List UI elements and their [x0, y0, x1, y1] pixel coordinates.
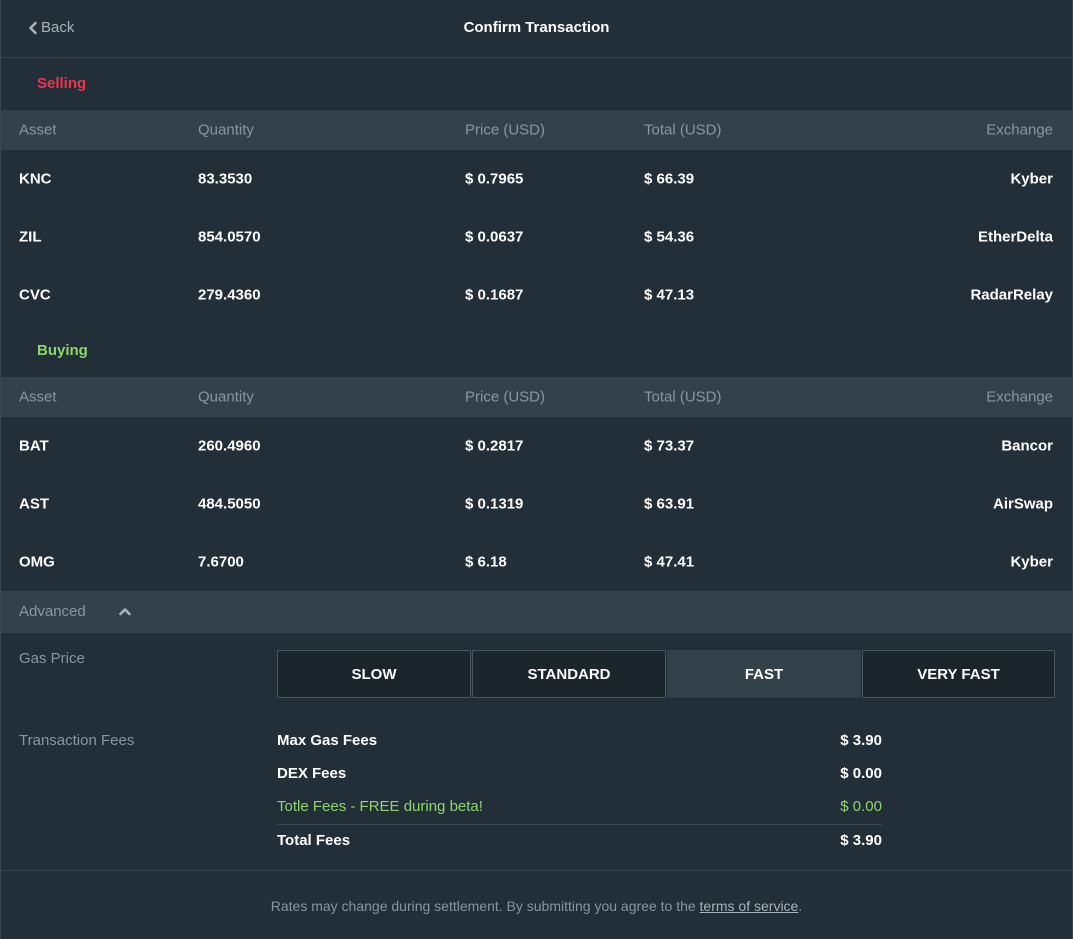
fee-label: Totle Fees - FREE during beta!	[277, 798, 483, 815]
price-cell: $ 0.1319	[465, 495, 524, 513]
fee-label: Total Fees	[277, 832, 351, 849]
asset-cell: AST	[19, 495, 49, 513]
advanced-label[interactable]: Advanced	[19, 603, 86, 620]
column-header-exchange: Exchange	[986, 388, 1053, 406]
chevron-left-icon	[29, 21, 37, 34]
fee-value: $ 3.90	[840, 832, 882, 849]
fee-value: $ 0.00	[840, 798, 882, 815]
fee-row-totle: Totle Fees - FREE during beta! $ 0.00	[277, 796, 882, 818]
terms-of-service-link[interactable]: terms of service	[699, 898, 799, 914]
transaction-fees-label: Transaction Fees	[19, 732, 135, 749]
back-button[interactable]: Back	[27, 19, 74, 36]
gas-price-selector: SLOW STANDARD FAST VERY FAST	[277, 650, 1055, 698]
total-cell: $ 66.39	[644, 170, 695, 188]
exchange-cell: Kyber	[1010, 170, 1053, 188]
header: Back Confirm Transaction	[1, 0, 1072, 58]
price-cell: $ 0.7965	[465, 170, 524, 188]
quantity-cell: 854.0570	[198, 228, 261, 246]
footer: Rates may change during settlement. By s…	[1, 870, 1072, 939]
price-cell: $ 6.18	[465, 553, 507, 571]
total-cell: $ 47.41	[644, 553, 695, 571]
column-header-quantity: Quantity	[198, 388, 254, 406]
column-header-asset: Asset	[19, 121, 57, 139]
price-cell: $ 0.0637	[465, 228, 524, 246]
fee-value: $ 0.00	[840, 765, 882, 782]
quantity-cell: 83.3530	[198, 170, 253, 188]
gas-option-very-fast[interactable]: VERY FAST	[862, 650, 1055, 698]
table-row: BAT 260.4960 $ 0.2817 $ 73.37 Bancor	[1, 417, 1072, 475]
asset-cell: ZIL	[19, 228, 42, 246]
fee-label: Max Gas Fees	[277, 732, 378, 749]
quantity-cell: 7.6700	[198, 553, 244, 571]
fee-row-max-gas: Max Gas Fees $ 3.90	[277, 730, 882, 752]
footer-text: Rates may change during settlement. By s…	[270, 898, 700, 914]
table-row: CVC 279.4360 $ 0.1687 $ 47.13 RadarRelay	[1, 266, 1072, 324]
gas-price-label: Gas Price	[19, 650, 85, 667]
column-header-quantity: Quantity	[198, 121, 254, 139]
chevron-up-icon[interactable]	[118, 605, 132, 617]
column-header-total: Total (USD)	[644, 121, 722, 139]
exchange-cell: EtherDelta	[977, 228, 1053, 246]
quantity-cell: 484.5050	[198, 495, 261, 513]
column-header-price: Price (USD)	[465, 121, 546, 139]
page-title: Confirm Transaction	[463, 19, 610, 36]
quantity-cell: 279.4360	[198, 286, 261, 304]
fee-row-dex: DEX Fees $ 0.00	[277, 763, 882, 785]
exchange-cell: Kyber	[1010, 553, 1053, 571]
total-cell: $ 47.13	[644, 286, 695, 304]
fee-label: DEX Fees	[277, 765, 347, 782]
gas-option-slow[interactable]: SLOW	[277, 650, 471, 698]
total-cell: $ 63.91	[644, 495, 695, 513]
transaction-fees-section: Transaction Fees Max Gas Fees $ 3.90 DEX…	[1, 715, 1072, 861]
fee-row-total: Total Fees $ 3.90	[277, 830, 882, 852]
fee-value: $ 3.90	[840, 732, 882, 749]
gas-price-section: Gas Price SLOW STANDARD FAST VERY FAST	[1, 633, 1072, 715]
column-header-asset: Asset	[19, 388, 57, 406]
column-header-price: Price (USD)	[465, 388, 546, 406]
total-cell: $ 54.36	[644, 228, 695, 246]
asset-cell: CVC	[19, 286, 51, 304]
quantity-cell: 260.4960	[198, 437, 261, 455]
table-row: KNC 83.3530 $ 0.7965 $ 66.39 Kyber	[1, 150, 1072, 208]
price-cell: $ 0.1687	[465, 286, 524, 304]
buying-label: Buying	[37, 342, 88, 359]
exchange-cell: AirSwap	[992, 495, 1053, 513]
table-row: OMG 7.6700 $ 6.18 $ 47.41 Kyber	[1, 533, 1072, 591]
column-header-total: Total (USD)	[644, 388, 722, 406]
asset-cell: KNC	[19, 170, 52, 188]
price-cell: $ 0.2817	[465, 437, 524, 455]
selling-label: Selling	[37, 75, 87, 92]
selling-table-header: Asset Quantity Price (USD) Total (USD) E…	[1, 110, 1072, 150]
back-label: Back	[41, 19, 75, 36]
fees-divider	[277, 824, 882, 825]
exchange-cell: Bancor	[1001, 437, 1053, 455]
table-row: AST 484.5050 $ 0.1319 $ 63.91 AirSwap	[1, 475, 1072, 533]
gas-option-standard[interactable]: STANDARD	[472, 650, 666, 698]
advanced-toggle-bar[interactable]: Advanced	[1, 591, 1072, 633]
footer-end: .	[798, 898, 803, 914]
buying-table-header: Asset Quantity Price (USD) Total (USD) E…	[1, 377, 1072, 417]
gas-option-fast[interactable]: FAST	[667, 650, 861, 698]
column-header-exchange: Exchange	[986, 121, 1053, 139]
total-cell: $ 73.37	[644, 437, 695, 455]
asset-cell: OMG	[19, 553, 55, 571]
exchange-cell: RadarRelay	[970, 286, 1053, 304]
table-row: ZIL 854.0570 $ 0.0637 $ 54.36 EtherDelta	[1, 208, 1072, 266]
asset-cell: BAT	[19, 437, 49, 455]
